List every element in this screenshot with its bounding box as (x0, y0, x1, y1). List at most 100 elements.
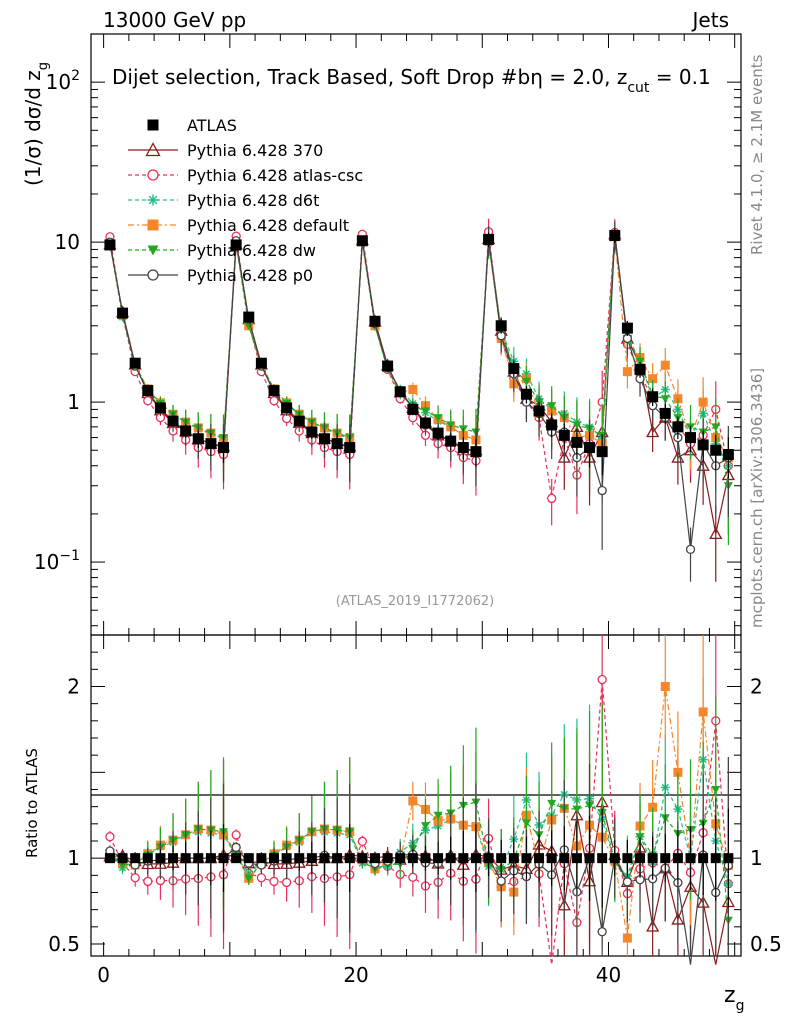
energy-label: 13000 GeV pp (103, 8, 246, 32)
y-axis-title-main: (1/σ) dσ/d zg (21, 62, 51, 186)
legend-marker (147, 119, 159, 131)
legend-label: Pythia 6.428 default (187, 216, 349, 235)
legend-marker (147, 245, 159, 256)
ratio-point-pythia-6-428-dw (547, 799, 557, 808)
legend-entry-pythia-6-428-370: Pythia 6.428 370 (128, 141, 323, 160)
ratio-point-atlas (723, 853, 734, 864)
ratio-point-atlas (357, 853, 368, 864)
plot-title-eta: η = 2.0, z (530, 65, 627, 89)
point-pythia-6-428-p0 (685, 544, 696, 555)
point-pythia-6-428-atlas-csc (269, 396, 279, 406)
ratio-point-atlas (344, 853, 355, 864)
plot-title: Dijet selection, Track Based, Soft Drop … (112, 65, 711, 96)
ratio-point-atlas (672, 853, 683, 864)
point-atlas (129, 357, 141, 369)
ratio-point-pythia-6-428-atlas-csc (281, 877, 292, 888)
ratio-point-pythia-6-428-dw (711, 785, 721, 794)
point-pythia-6-428-dw (446, 421, 456, 430)
point-pythia-6-428-dw (521, 377, 531, 386)
legend-entry-atlas: ATLAS (147, 116, 237, 135)
legend-label: ATLAS (187, 116, 237, 135)
ratio-point-atlas (445, 853, 456, 864)
ratio-point-atlas (433, 853, 444, 864)
ratio-point-atlas (168, 853, 179, 864)
ratio-point-pythia-6-428-370 (646, 919, 660, 932)
ratio-point-atlas (218, 853, 229, 864)
ratio-point-atlas (635, 853, 646, 864)
axis-ticks (91, 33, 741, 956)
ratio-point-atlas (130, 853, 141, 864)
y-tick-label: 1 (67, 390, 80, 414)
point-atlas (558, 429, 570, 441)
legend-label: Pythia 6.428 370 (187, 141, 323, 160)
point-atlas (192, 433, 204, 445)
point-atlas (180, 425, 192, 437)
point-atlas (546, 419, 558, 431)
point-atlas (356, 235, 368, 247)
ratio-point-atlas (508, 853, 519, 864)
point-atlas (293, 415, 305, 427)
legend-marker (147, 219, 159, 231)
ratio-point-atlas (155, 853, 166, 864)
ratio-point-atlas (496, 853, 507, 864)
point-pythia-6-428-dw (660, 395, 670, 404)
ratio-point-atlas (332, 853, 343, 864)
point-pythia-6-428-default (622, 367, 632, 377)
point-pythia-6-428-dw (635, 357, 645, 366)
point-atlas (520, 388, 532, 400)
legend-label: Pythia 6.428 p0 (187, 266, 313, 285)
point-atlas (243, 311, 255, 323)
point-atlas (255, 357, 267, 369)
point-pythia-6-428-default (408, 384, 418, 394)
ratio-point-atlas (104, 853, 115, 864)
point-atlas (609, 230, 621, 242)
ratio-point-pythia-6-428-atlas-csc (231, 830, 241, 840)
point-atlas (407, 403, 419, 415)
ratio-point-atlas (369, 853, 380, 864)
point-pythia-6-428-default (660, 360, 670, 370)
ratio-point-pythia-6-428-atlas-csc (105, 832, 115, 842)
x-tick-label: 40 (596, 963, 621, 987)
point-atlas (483, 233, 495, 245)
point-atlas (268, 385, 280, 397)
ratio-point-pythia-6-428-default (698, 707, 708, 717)
plot-title-end: = 0.1 (649, 65, 710, 89)
ratio-point-pythia-6-428-atlas-csc (130, 873, 140, 883)
point-atlas (685, 432, 697, 444)
point-pythia-6-428-dw (572, 421, 582, 430)
ratio-tick-label-right: 0.5 (750, 932, 782, 956)
point-atlas (584, 442, 596, 454)
point-pythia-6-428-370 (646, 425, 660, 438)
ratio-point-atlas (660, 853, 671, 864)
ratio-point-pythia-6-428-atlas-csc (143, 876, 153, 887)
point-atlas (318, 433, 330, 445)
legend-entry-pythia-6-428-p0: Pythia 6.428 p0 (128, 266, 313, 285)
y-tick-label: 10−1 (34, 548, 80, 574)
ratio-point-atlas (231, 853, 242, 864)
point-atlas (281, 402, 293, 414)
x-tick-label: 0 (97, 963, 110, 987)
plot-title-main: Dijet selection, Track Based, Soft Drop … (112, 65, 530, 89)
point-atlas (432, 427, 444, 439)
ratio-point-pythia-6-428-default (648, 802, 658, 812)
point-pythia-6-428-p0 (597, 485, 607, 496)
ratio-point-atlas (698, 853, 709, 864)
ratio-plot-series (103, 635, 735, 965)
point-atlas (457, 442, 469, 454)
point-atlas (571, 436, 583, 448)
ratio-point-atlas (256, 853, 267, 864)
point-atlas (634, 363, 646, 375)
point-atlas (394, 386, 406, 398)
ratio-tick-label-right: 2 (750, 674, 763, 698)
y-tick-label: 10 (55, 230, 80, 254)
point-atlas (230, 239, 242, 251)
ratio-point-pythia-6-428-dw (521, 819, 531, 828)
ratio-point-atlas (458, 853, 469, 864)
ratio-point-pythia-6-428-dw (244, 874, 254, 883)
ratio-point-pythia-6-428-atlas-csc (408, 872, 418, 882)
point-atlas (167, 415, 179, 427)
ratio-point-atlas (294, 853, 305, 864)
axis-tick-labels: 0 20 40 102 10 1 10−1 2 2 1 1 0.5 0.5 (34, 68, 782, 987)
ratio-tick-label: 1 (67, 846, 80, 870)
ratio-point-atlas (395, 853, 406, 864)
